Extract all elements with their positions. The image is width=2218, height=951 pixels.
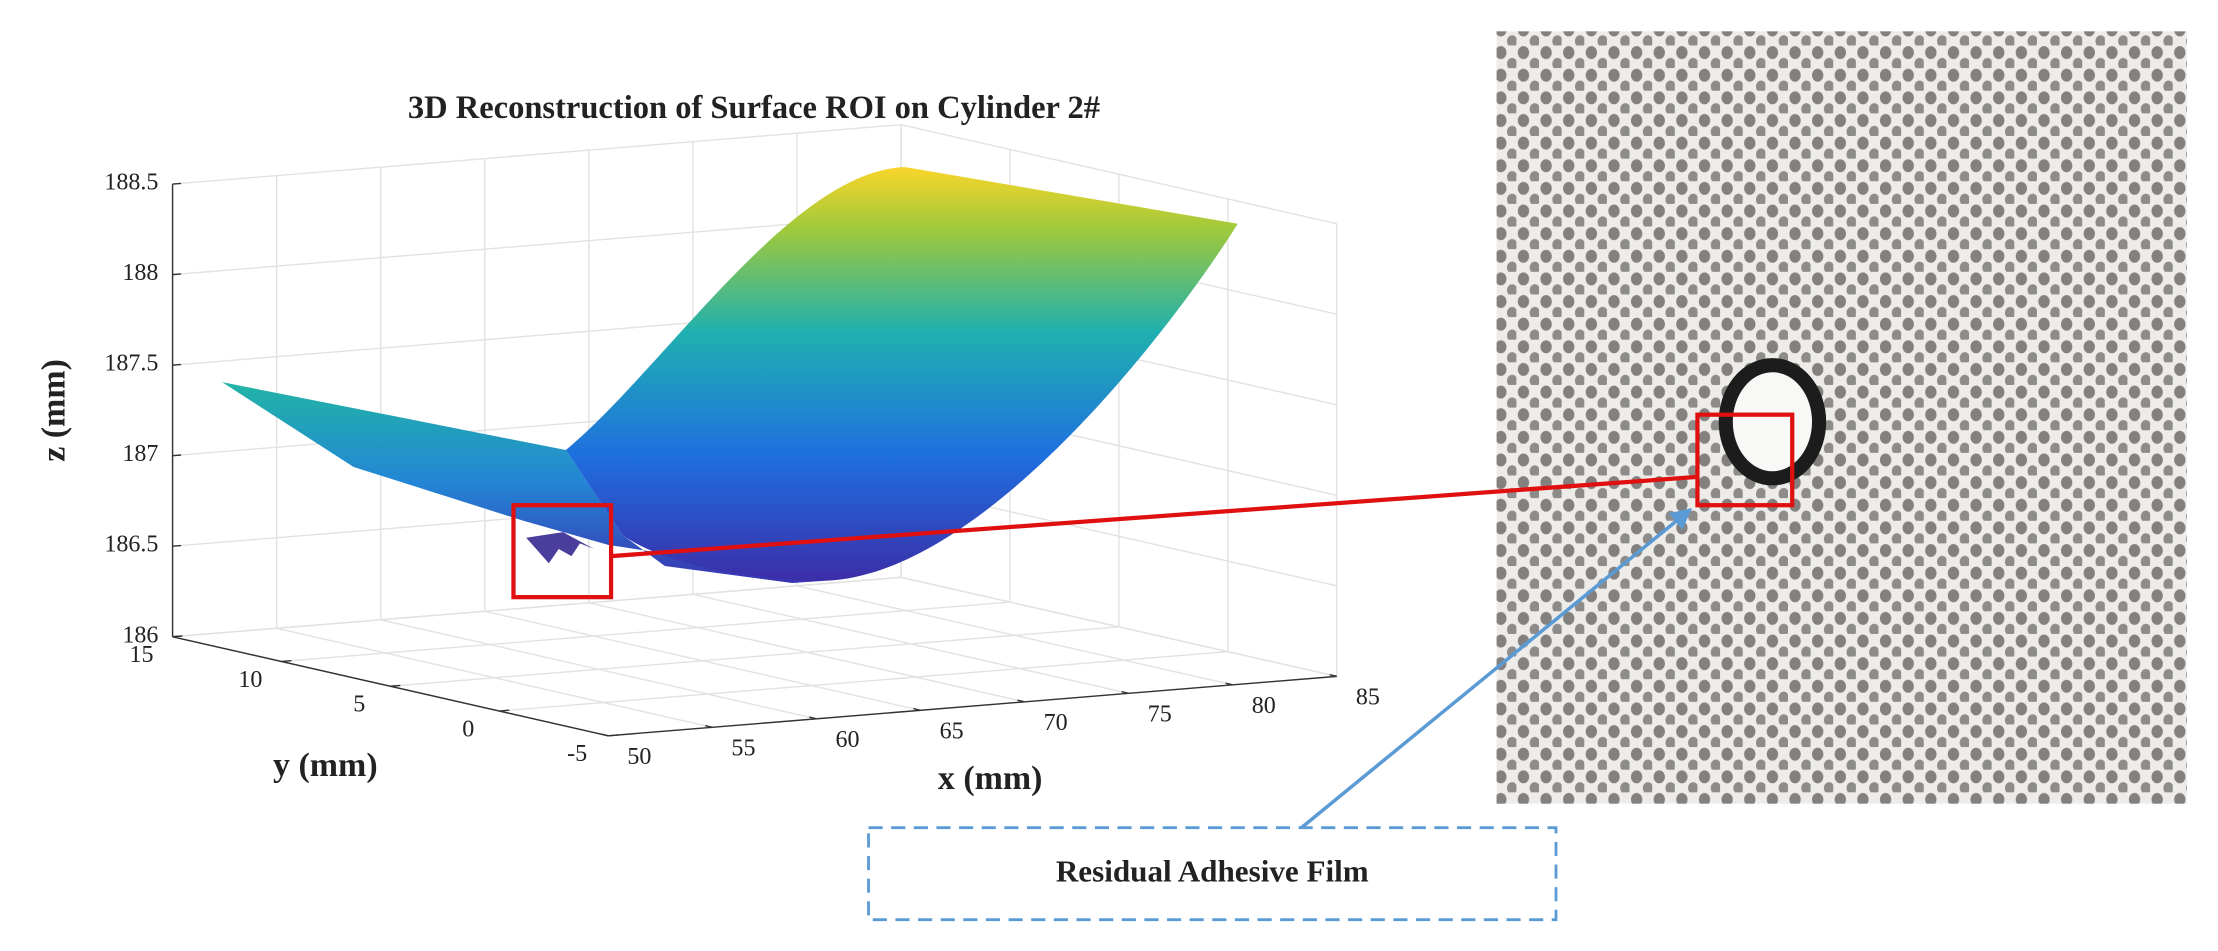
x-tick-label: 50 bbox=[627, 744, 651, 770]
grid-line bbox=[172, 214, 902, 276]
photo-overlay bbox=[1496, 31, 2187, 804]
y-tick bbox=[390, 684, 401, 687]
y-tick-label: -5 bbox=[567, 741, 587, 767]
z-tick-label: 188.5 bbox=[104, 170, 158, 196]
surface-left bbox=[222, 382, 835, 584]
z-tick-label: 188 bbox=[122, 260, 158, 286]
z-tick bbox=[172, 182, 182, 185]
grid-line bbox=[172, 123, 902, 185]
y-tick bbox=[172, 635, 183, 638]
surface-defect bbox=[526, 532, 595, 564]
grid-line bbox=[499, 650, 1228, 712]
x-axis-label: x (mm) bbox=[938, 760, 1043, 797]
grid-line bbox=[172, 576, 902, 638]
x-tick bbox=[705, 724, 713, 728]
surface-plot: 186 186.5 187 187.5 188 188.5 -5 0 5 10 15 50 55 60 65… bbox=[104, 123, 1380, 770]
y-tick bbox=[281, 659, 292, 663]
z-tick-label: 187 bbox=[122, 441, 158, 467]
photo bbox=[1496, 31, 2187, 804]
x-tick-label: 75 bbox=[1148, 701, 1172, 727]
roi-box bbox=[1695, 412, 1795, 508]
y-tick-label: 10 bbox=[238, 667, 262, 693]
z-tick bbox=[172, 363, 182, 366]
z-axis-label: z (mm) bbox=[35, 359, 72, 462]
z-tick-label: 187.5 bbox=[104, 351, 158, 377]
y-tick bbox=[499, 709, 510, 712]
grid-line bbox=[900, 576, 1337, 678]
x-tick-label: 65 bbox=[940, 718, 964, 744]
grid-line bbox=[281, 601, 1011, 663]
x-tick-label: 85 bbox=[1356, 685, 1380, 711]
x-tick bbox=[1329, 673, 1337, 678]
annotation: Residual Adhesive Film bbox=[1056, 854, 1369, 889]
pointer-arrow bbox=[1300, 508, 1693, 830]
z-tick-label: 186.5 bbox=[104, 532, 158, 558]
roi-box bbox=[511, 503, 614, 600]
grid-line bbox=[900, 124, 1337, 225]
hole bbox=[1718, 358, 1827, 486]
y-tick bbox=[608, 734, 619, 737]
y-tick-label: 5 bbox=[353, 692, 365, 718]
x-tick bbox=[913, 707, 921, 712]
z-tick bbox=[172, 544, 182, 547]
x-tick bbox=[1225, 682, 1233, 686]
z-tick bbox=[172, 454, 182, 457]
y-tick-label: 15 bbox=[129, 642, 153, 668]
surface-right bbox=[565, 167, 1238, 581]
x-tick-label: 60 bbox=[835, 727, 859, 753]
x-tick bbox=[1017, 699, 1025, 703]
x-tick bbox=[809, 716, 817, 720]
x-tick-label: 80 bbox=[1252, 693, 1276, 719]
photo-texture bbox=[1496, 31, 2187, 804]
x-tick bbox=[601, 733, 609, 737]
annotation-box bbox=[867, 826, 1558, 922]
grid-line bbox=[390, 626, 1119, 687]
connector bbox=[610, 474, 1698, 559]
x-axis bbox=[608, 675, 1337, 737]
y-tick-label: 0 bbox=[462, 716, 474, 742]
chart-title: 3D Reconstruction of Surface ROI on Cyli… bbox=[408, 90, 1100, 126]
x-tick-label: 70 bbox=[1044, 710, 1068, 736]
x-tick bbox=[1121, 690, 1129, 695]
x-tick-label: 55 bbox=[731, 735, 755, 761]
z-tick bbox=[172, 273, 182, 276]
y-axis-label: y (mm) bbox=[273, 747, 378, 784]
z-tick-label: 186 bbox=[122, 622, 158, 648]
